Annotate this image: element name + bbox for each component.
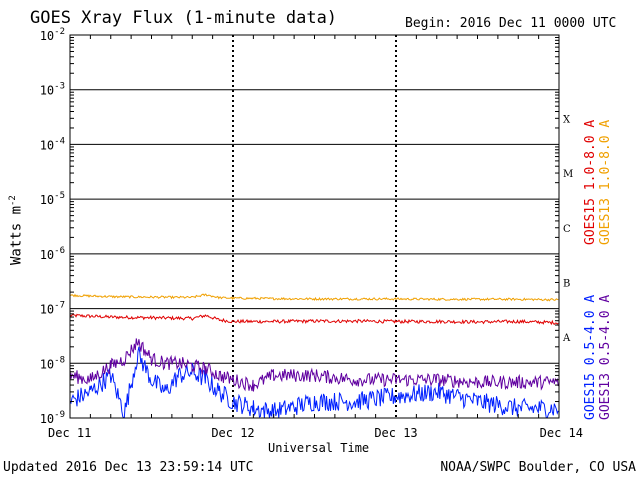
legend-goes15-long: GOES15 1.0-8.0 A xyxy=(583,119,598,245)
x-tick-label: Dec 11 xyxy=(48,426,91,440)
legend-goes13-short: GOES13 0.5-4.0 A xyxy=(598,294,613,420)
flare-class-label: C xyxy=(563,224,571,235)
x-tick-label: Dec 12 xyxy=(211,426,254,440)
legend-goes13-long: GOES13 1.0-8.0 A xyxy=(598,119,613,245)
series-line xyxy=(69,346,559,419)
flare-class-label: B xyxy=(563,278,570,289)
plot-frame xyxy=(69,34,560,419)
series-line xyxy=(69,313,559,326)
series-lines xyxy=(69,293,559,419)
x-axis-label: Universal Time xyxy=(268,441,370,455)
series-line xyxy=(69,338,559,392)
x-tick-label: Dec 14 xyxy=(540,426,583,440)
y-tick-label: 10-5 xyxy=(40,191,65,207)
chart-title: GOES Xray Flux (1-minute data) xyxy=(30,8,338,28)
flare-class-label: A xyxy=(562,333,571,344)
begin-timestamp: Begin: 2016 Dec 11 0000 UTC xyxy=(405,16,617,31)
updated-timestamp: Updated 2016 Dec 13 23:59:14 UTC xyxy=(3,460,254,475)
y-tick-label: 10-6 xyxy=(40,246,65,262)
y-tick-label: 10-2 xyxy=(40,27,65,43)
credit-line: NOAA/SWPC Boulder, CO USA xyxy=(440,460,636,475)
flare-class-label: X xyxy=(563,114,571,125)
y-tick-label: 10-3 xyxy=(40,82,65,98)
flare-class-label: M xyxy=(563,169,573,180)
y-tick-label: 10-9 xyxy=(40,410,65,426)
y-axis-label: Watts m-2 xyxy=(8,195,25,265)
legend-goes15-short: GOES15 0.5-4.0 A xyxy=(583,294,598,420)
grid xyxy=(70,35,559,418)
series-line xyxy=(69,293,559,302)
y-tick-label: 10-4 xyxy=(40,136,65,152)
y-tick-label: 10-7 xyxy=(40,301,65,317)
x-tick-label: Dec 13 xyxy=(374,426,417,440)
y-tick-label: 10-8 xyxy=(40,355,65,371)
